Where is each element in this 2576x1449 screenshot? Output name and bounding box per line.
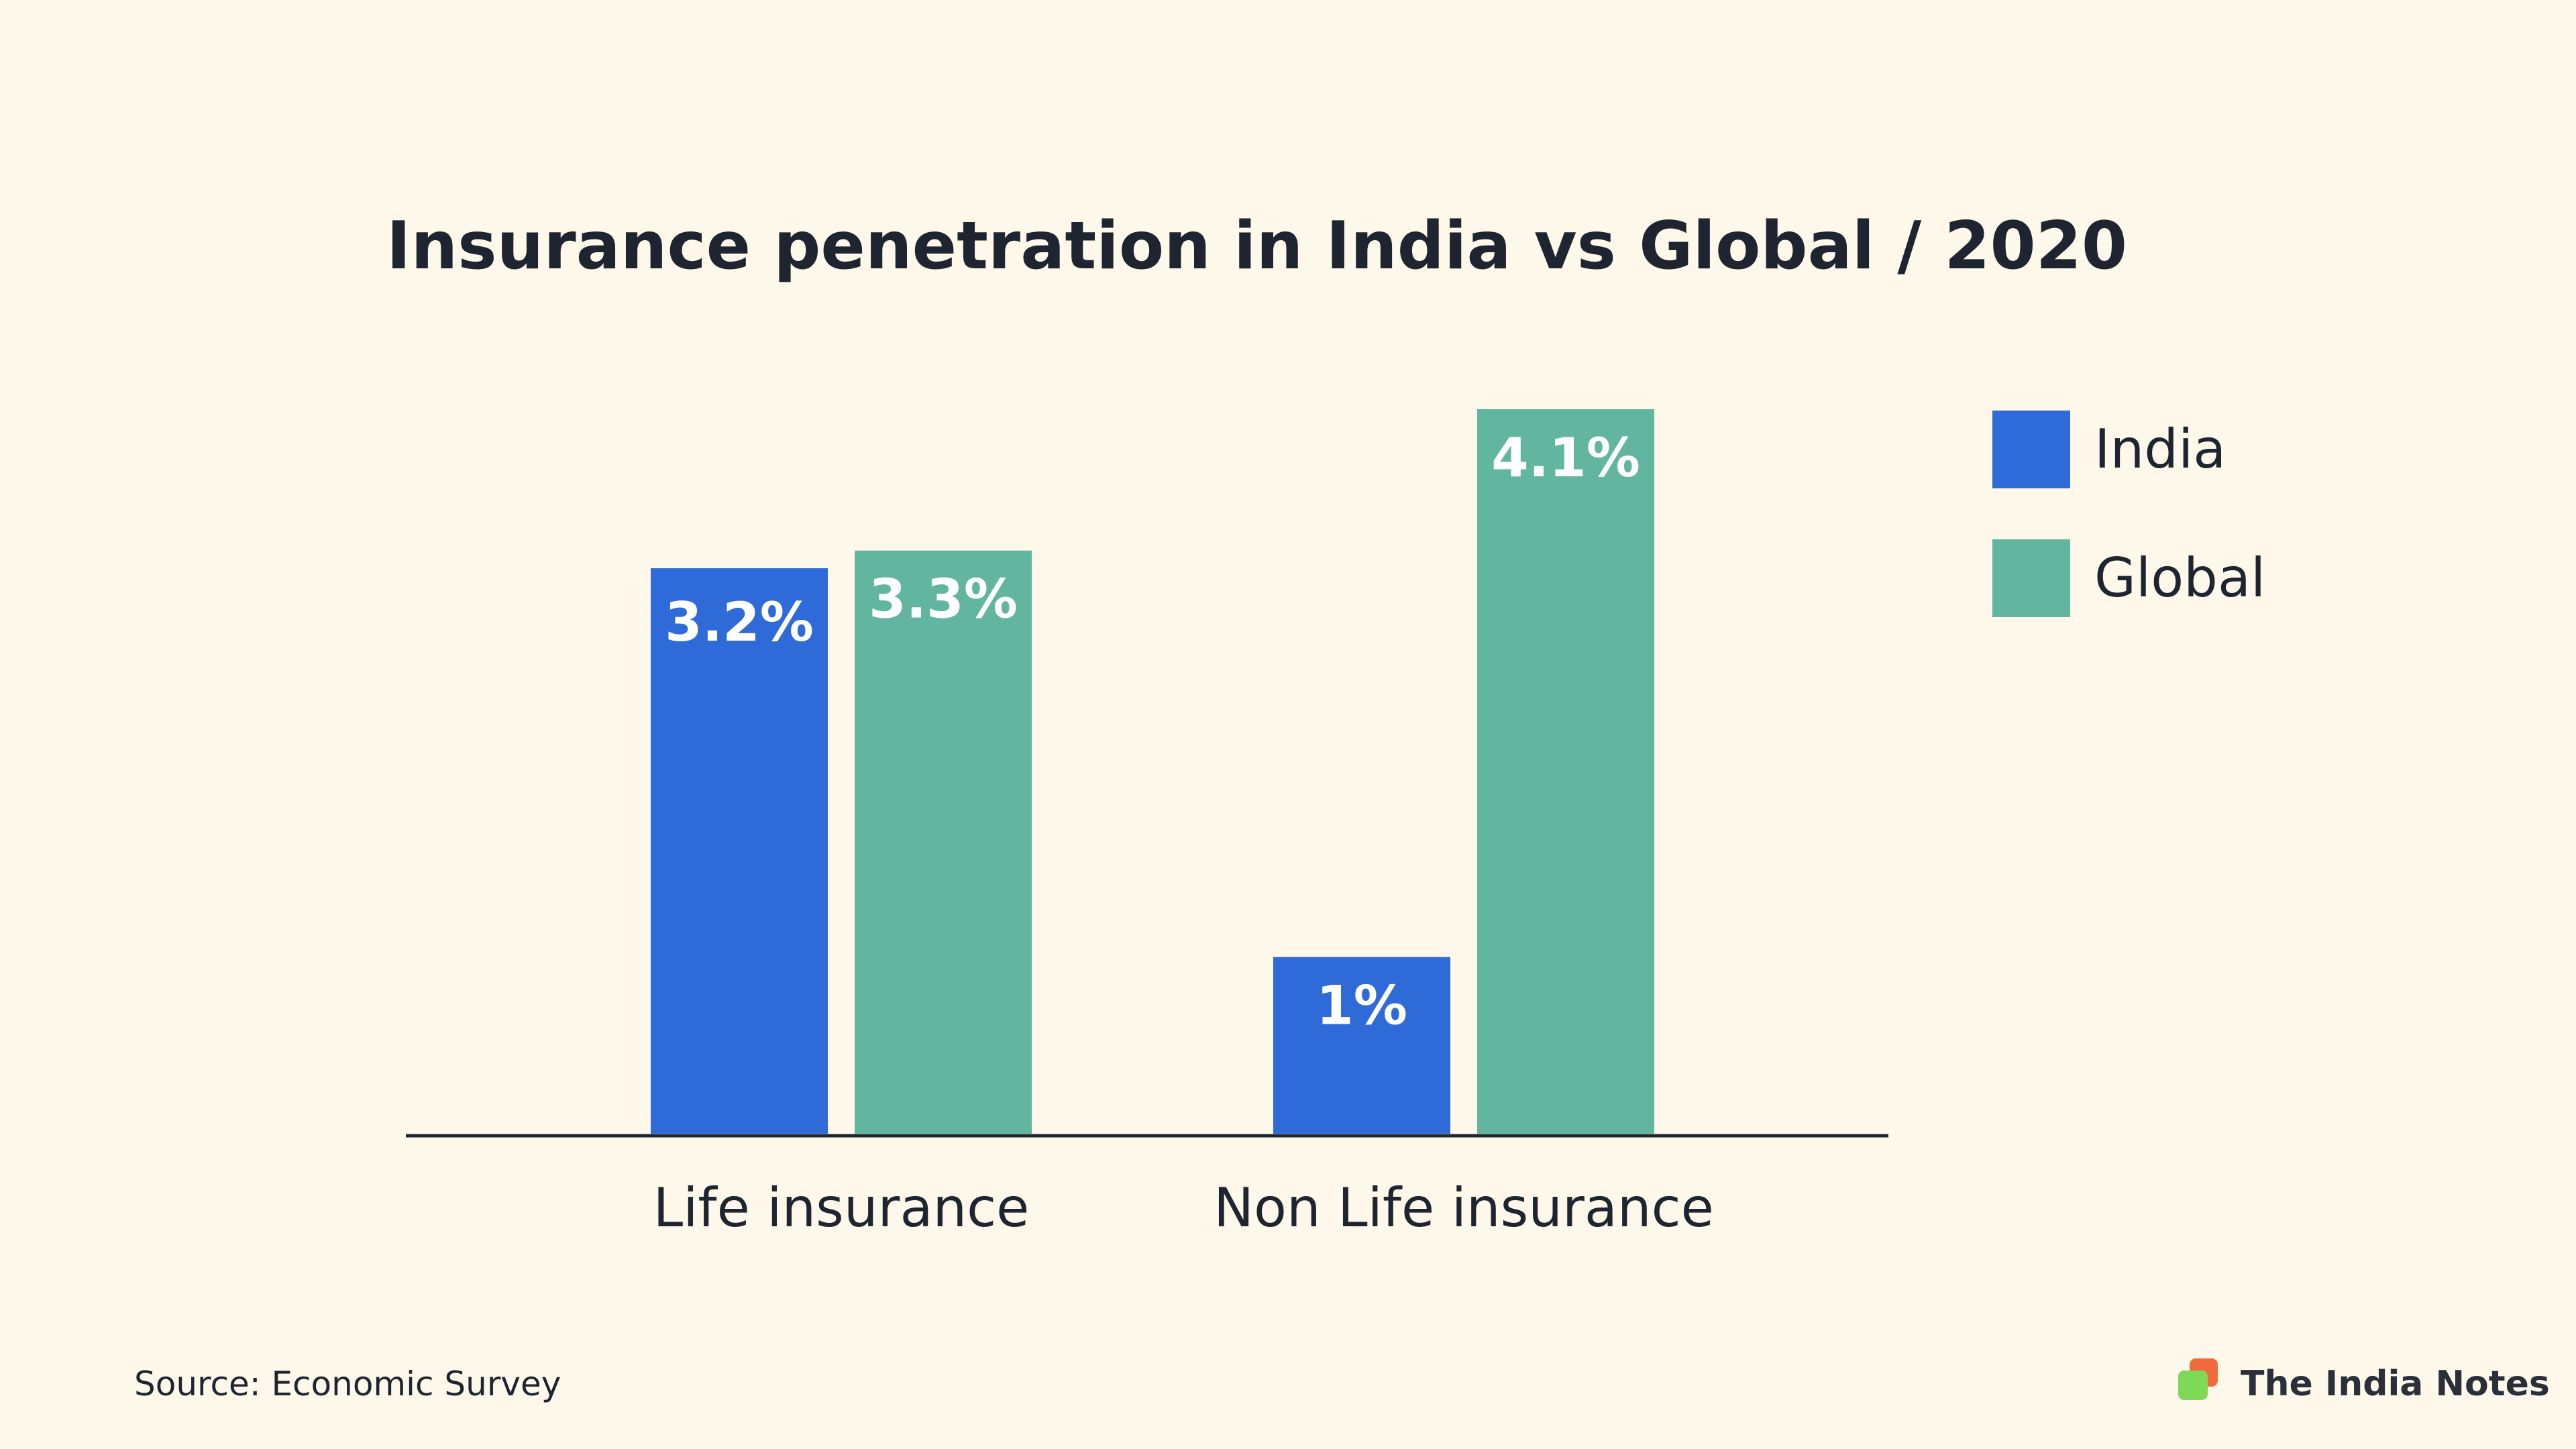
bar-india-1 [1273, 957, 1450, 1134]
legend-label-india: India [2094, 418, 2226, 480]
legend: India Global [1992, 411, 2265, 617]
bar-value-label-india-1: 1% [1316, 975, 1407, 1037]
bar-global-0 [855, 550, 1032, 1134]
bar-value-label-global-0: 3.3% [869, 568, 1018, 631]
brand-logo [2178, 1358, 2218, 1400]
category-labels: Life insurance Non Life insurance [653, 1177, 1714, 1239]
chart-title: Insurance penetration in India vs Global… [386, 208, 2127, 284]
bars-layer: 3.2% 3.3% 1% 4.1% [651, 409, 1654, 1134]
category-label-0: Life insurance [653, 1177, 1030, 1239]
brand-name: The India Notes [2241, 1364, 2550, 1404]
source-note: Source: Economic Survey [134, 1364, 561, 1403]
brand-logo-front-square [2178, 1371, 2208, 1400]
legend-swatch-india [1992, 411, 2070, 488]
bar-india-0 [651, 568, 828, 1134]
bar-value-label-india-0: 3.2% [665, 591, 814, 653]
category-label-1: Non Life insurance [1214, 1177, 1714, 1239]
legend-label-global: Global [2094, 547, 2265, 609]
legend-swatch-global [1992, 539, 2070, 617]
bar-global-1 [1477, 409, 1654, 1134]
bar-value-label-global-1: 4.1% [1491, 427, 1640, 489]
